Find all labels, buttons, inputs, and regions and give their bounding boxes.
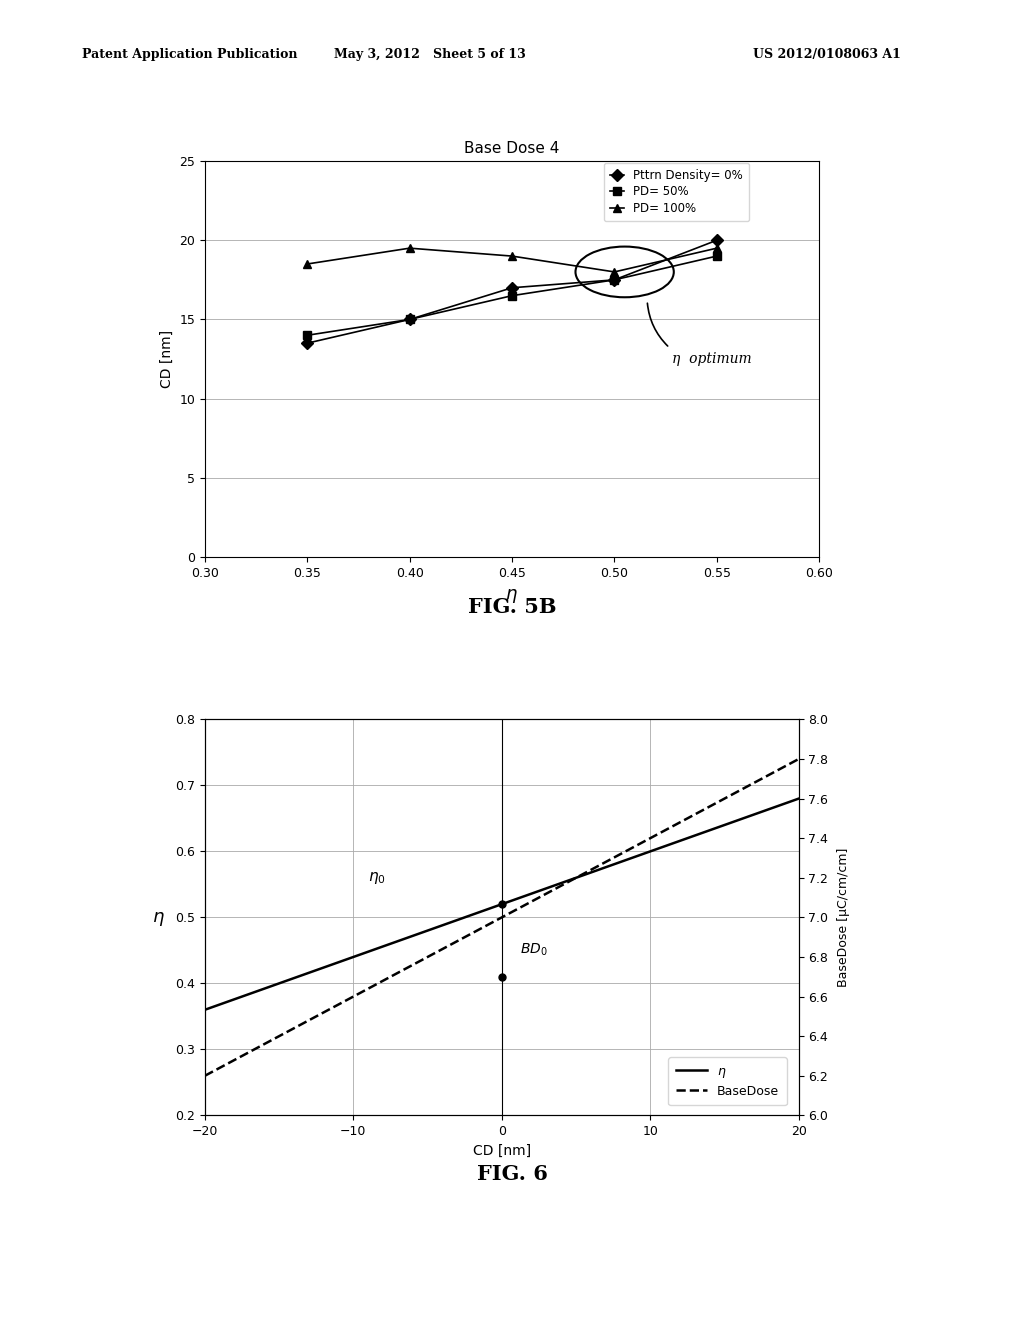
Pttrn Density= 0%	[608, 272, 621, 288]
PD= 50%	[301, 327, 313, 343]
Text: May 3, 2012   Sheet 5 of 13: May 3, 2012 Sheet 5 of 13	[334, 48, 526, 61]
Line: Pttrn Density= 0%: Pttrn Density= 0%	[303, 236, 721, 347]
Legend: Pttrn Density= 0%, PD= 50%, PD= 100%: Pttrn Density= 0%, PD= 50%, PD= 100%	[604, 162, 750, 220]
Line: PD= 100%: PD= 100%	[303, 244, 721, 276]
Pttrn Density= 0%	[403, 312, 416, 327]
PD= 100%	[608, 264, 621, 280]
Text: Patent Application Publication: Patent Application Publication	[82, 48, 297, 61]
PD= 50%	[608, 272, 621, 288]
PD= 50%	[506, 288, 518, 304]
PD= 100%	[711, 240, 723, 256]
X-axis label: η: η	[506, 585, 518, 603]
Pttrn Density= 0%	[506, 280, 518, 296]
Text: $BD_0$: $BD_0$	[519, 941, 547, 958]
Text: FIG. 5B: FIG. 5B	[468, 597, 556, 616]
Legend: $\eta$, BaseDose: $\eta$, BaseDose	[668, 1057, 786, 1105]
Y-axis label: CD [nm]: CD [nm]	[160, 330, 174, 388]
Y-axis label: BaseDose [μC/cm/cm]: BaseDose [μC/cm/cm]	[837, 847, 850, 987]
Text: US 2012/0108063 A1: US 2012/0108063 A1	[754, 48, 901, 61]
Text: η  optimum: η optimum	[672, 352, 752, 366]
PD= 100%	[403, 240, 416, 256]
X-axis label: CD [nm]: CD [nm]	[473, 1143, 530, 1158]
Line: PD= 50%: PD= 50%	[303, 252, 721, 339]
Text: $\eta_0$: $\eta_0$	[369, 870, 386, 886]
Pttrn Density= 0%	[711, 232, 723, 248]
Pttrn Density= 0%	[301, 335, 313, 351]
Title: Base Dose 4: Base Dose 4	[464, 141, 560, 156]
PD= 100%	[506, 248, 518, 264]
PD= 50%	[711, 248, 723, 264]
PD= 100%	[301, 256, 313, 272]
PD= 50%	[403, 312, 416, 327]
Text: FIG. 6: FIG. 6	[476, 1164, 548, 1184]
Y-axis label: η: η	[153, 908, 164, 927]
